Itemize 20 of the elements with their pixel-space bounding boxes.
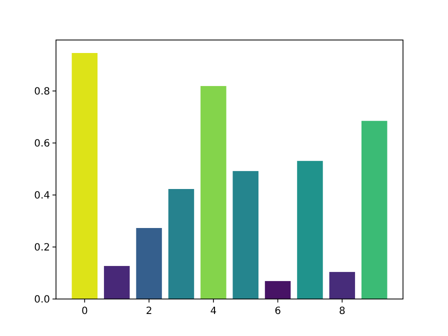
x-tick-label: 4 <box>210 306 217 317</box>
bar <box>264 281 291 299</box>
bar <box>104 266 130 299</box>
bar <box>329 272 356 299</box>
y-tick-label: 0.4 <box>34 190 50 202</box>
x-tick-label: 8 <box>338 306 346 317</box>
y-tick-label: 0.6 <box>34 138 50 150</box>
bar <box>297 160 323 299</box>
x-tick-label: 0 <box>81 306 88 317</box>
bar <box>361 120 388 299</box>
y-tick-label: 0.2 <box>34 242 50 254</box>
bar <box>136 228 162 299</box>
bar <box>72 53 98 299</box>
bar <box>168 189 194 299</box>
y-tick-label: 0.8 <box>34 86 50 98</box>
y-tick-label: 0.0 <box>34 294 50 306</box>
bar <box>200 86 226 299</box>
x-tick-label: 6 <box>274 306 281 317</box>
bar <box>232 171 258 299</box>
x-tick-label: 2 <box>146 306 152 317</box>
